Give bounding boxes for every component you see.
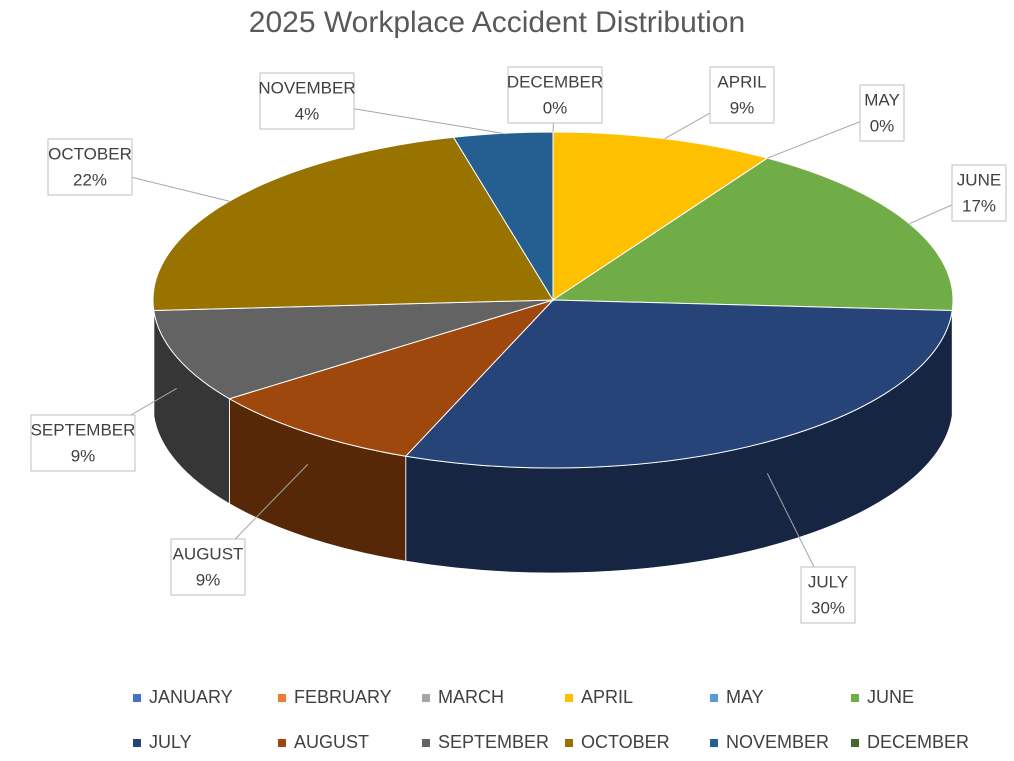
data-label-name: SEPTEMBER [31,420,136,439]
legend-swatch [133,694,141,702]
legend-label: AUGUST [294,732,369,752]
legend-swatch [133,739,141,747]
label-box [170,538,246,596]
data-labels: APRIL 9% MAY 0% JUNE 17% JULY 30% AUGUST 9% SEPTEM… [30,66,1007,624]
data-label-name: JUNE [957,170,1001,189]
legend-label: MARCH [438,687,504,707]
slice-side [152,299,155,416]
data-label: 9% [71,446,96,465]
label-box [859,84,905,142]
legend-label: FEBRUARY [294,687,392,707]
slice [452,131,554,302]
data-label: 9% [196,570,221,589]
pie-sides [152,299,954,574]
data-label: 30% [811,598,845,617]
legend-swatch [851,694,859,702]
legend-swatch [710,739,718,747]
slice [228,298,555,457]
legend-swatch [278,694,286,702]
data-label: 0% [870,116,895,135]
legend-label: JULY [149,732,192,752]
data-label-name: AUGUST [173,544,244,563]
legend-swatch [565,739,573,747]
data-label: 9% [730,98,755,117]
data-label: 22% [73,170,107,189]
label-box [259,72,355,130]
legend-swatch [422,694,430,702]
legend-label: NOVEMBER [726,732,829,752]
chart-title: 2025 Workplace Accident Distribution [249,6,745,39]
data-label-name: OCTOBER [48,144,132,163]
data-label-name: MAY [864,90,900,109]
data-label-name: JULY [808,572,848,591]
legend-label: DECEMBER [867,732,969,752]
label-box [709,66,775,124]
data-label: 4% [295,104,320,123]
legend-label: JANUARY [149,687,233,707]
legend-label: APRIL [581,687,633,707]
legend-swatch [278,739,286,747]
data-label-name: NOVEMBER [258,78,355,97]
legend-label: JUNE [867,687,914,707]
legend-swatch [422,739,430,747]
legend-label: OCTOBER [581,732,670,752]
legend-label: MAY [726,687,764,707]
legend-swatch [565,694,573,702]
legend: JANUARY FEBRUARY MARCH APRIL MAY JUNE JULY AUGU… [133,687,969,752]
legend-swatch [851,739,859,747]
data-label: 17% [962,196,996,215]
legend-label: SEPTEMBER [438,732,549,752]
label-box [800,566,856,624]
slice [404,299,953,469]
data-label-name: DECEMBER [507,72,603,91]
label-box [30,414,136,472]
slice [153,299,554,400]
label-box [47,138,133,196]
data-label-name: APRIL [717,72,766,91]
label-box [951,164,1007,222]
label-box [507,66,603,124]
data-label: 0% [543,98,568,117]
pie-tops [152,131,954,469]
legend-swatch [710,694,718,702]
